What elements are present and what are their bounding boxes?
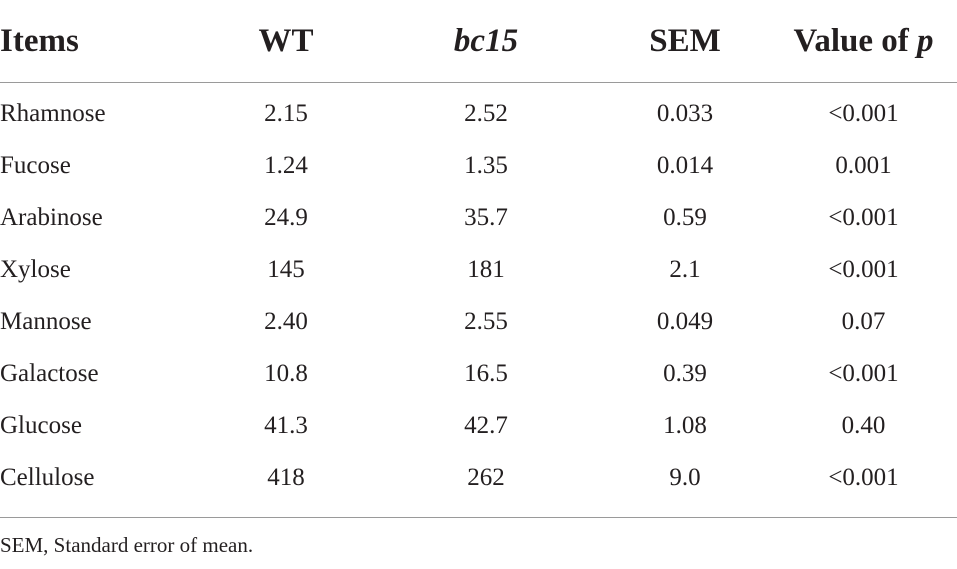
- bc15-value-cell: 35.7: [464, 203, 508, 231]
- item-name-cell: Arabinose: [0, 203, 103, 231]
- table-row: Galactose 10.8 16.5 0.39 <0.001: [0, 347, 957, 399]
- item-name-cell: Rhamnose: [0, 99, 106, 127]
- item-name-cell: Cellulose: [0, 463, 95, 491]
- header-items: Items: [0, 0, 200, 83]
- p-value-cell: <0.001: [828, 255, 899, 283]
- p-value-cell: <0.001: [828, 99, 899, 127]
- wt-value-cell: 418: [267, 463, 305, 491]
- header-p-value: Value of p: [770, 0, 957, 83]
- item-name-cell: Galactose: [0, 359, 99, 387]
- wt-value-cell: 2.40: [264, 307, 308, 335]
- bc15-value-cell: 181: [467, 255, 505, 283]
- p-value-cell: <0.001: [828, 463, 899, 491]
- p-value-cell: 0.001: [835, 151, 892, 179]
- table-row: Glucose 41.3 42.7 1.08 0.40: [0, 399, 957, 451]
- header-wt: WT: [200, 0, 372, 83]
- sem-value-cell: 2.1: [669, 255, 701, 283]
- wt-value-cell: 1.24: [264, 151, 308, 179]
- wt-value-cell: 41.3: [264, 411, 308, 439]
- p-value-cell: 0.07: [841, 307, 886, 335]
- table-row: Arabinose 24.9 35.7 0.59 <0.001: [0, 191, 957, 243]
- bc15-value-cell: 1.35: [464, 151, 508, 179]
- item-name-cell: Xylose: [0, 255, 71, 283]
- table-row: Fucose 1.24 1.35 0.014 0.001: [0, 139, 957, 191]
- p-value-cell: 0.40: [841, 411, 886, 439]
- table-row: Xylose 145 181 2.1 <0.001: [0, 243, 957, 295]
- sem-value-cell: 0.049: [656, 307, 714, 335]
- item-name-cell: Fucose: [0, 151, 71, 179]
- bc15-value-cell: 2.52: [464, 99, 508, 127]
- header-bc15-label: bc15: [453, 22, 519, 59]
- header-p-value-prefix: Value of: [793, 22, 917, 59]
- header-p-value-symbol: p: [916, 22, 934, 59]
- bc15-value-cell: 262: [467, 463, 505, 491]
- wt-value-cell: 10.8: [264, 359, 308, 387]
- header-sem: SEM: [600, 0, 770, 83]
- table-row: Mannose 2.40 2.55 0.049 0.07: [0, 295, 957, 347]
- wt-value-cell: 145: [267, 255, 305, 283]
- table-row: Rhamnose 2.15 2.52 0.033 <0.001: [0, 83, 957, 140]
- wt-value-cell: 2.15: [264, 99, 308, 127]
- item-name-cell: Mannose: [0, 307, 92, 335]
- bc15-value-cell: 2.55: [464, 307, 508, 335]
- sem-value-cell: 0.39: [663, 359, 707, 387]
- bc15-value-cell: 42.7: [464, 411, 508, 439]
- p-value-cell: <0.001: [828, 359, 899, 387]
- table-bottom-rule: [0, 517, 957, 518]
- table-row: Cellulose 418 262 9.0 <0.001: [0, 451, 957, 503]
- data-table-container: Items WT bc15 SEM Value of p Rhamnose 2.1…: [0, 0, 957, 504]
- wt-value-cell: 24.9: [264, 203, 308, 231]
- table-body: Rhamnose 2.15 2.52 0.033 <0.001 Fucose 1.24 1.3…: [0, 83, 957, 504]
- header-bc15: bc15: [372, 0, 600, 83]
- bc15-value-cell: 16.5: [464, 359, 508, 387]
- sem-value-cell: 0.033: [656, 99, 714, 127]
- sugar-composition-table: Items WT bc15 SEM Value of p Rhamnose 2.1…: [0, 0, 957, 504]
- p-value-cell: <0.001: [828, 203, 899, 231]
- table-footnote: SEM, Standard error of mean.: [0, 533, 254, 557]
- header-row: Items WT bc15 SEM Value of p: [0, 0, 957, 83]
- sem-value-cell: 9.0: [669, 463, 701, 491]
- sem-value-cell: 0.59: [663, 203, 707, 231]
- item-name-cell: Glucose: [0, 411, 82, 439]
- table-header: Items WT bc15 SEM Value of p: [0, 0, 957, 83]
- sem-value-cell: 0.014: [656, 151, 714, 179]
- sem-value-cell: 1.08: [663, 411, 707, 439]
